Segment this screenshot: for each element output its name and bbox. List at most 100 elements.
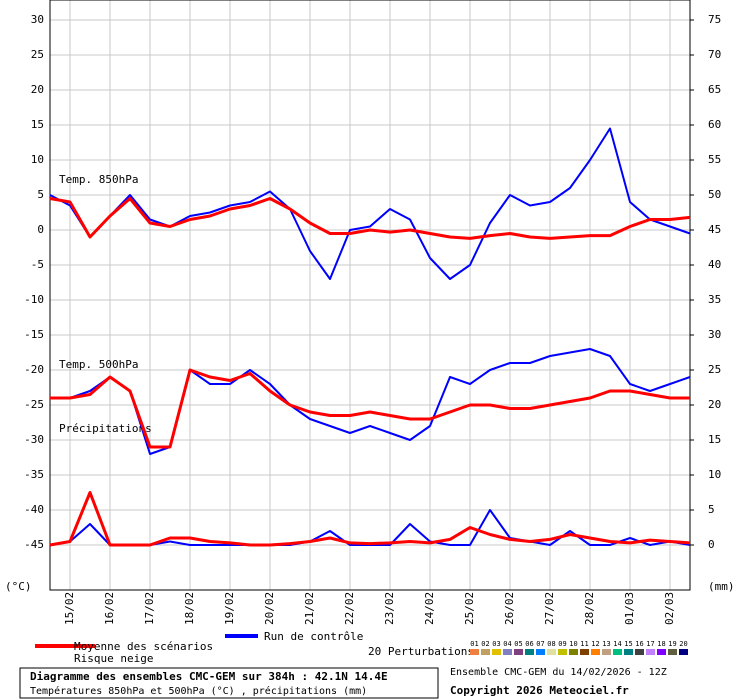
legend-key-label: 06	[525, 640, 533, 648]
x-tick-label: 24/02	[423, 592, 436, 625]
x-tick-label: 20/02	[263, 592, 276, 625]
legend-key-label: 14	[613, 640, 621, 648]
legend-key-label: 12	[591, 640, 599, 648]
y-tick-label: -25	[24, 398, 44, 411]
legend-key-swatch	[602, 649, 611, 655]
legend-key-label: 11	[580, 640, 588, 648]
y2-tick-label: 10	[708, 468, 721, 481]
legend-perturbations: 20 Perturbations	[368, 645, 474, 658]
legend-key-label: 15	[624, 640, 632, 648]
control-line	[49, 127, 691, 280]
mean-line	[49, 197, 691, 240]
legend-mean-note: Risque neige	[74, 652, 153, 665]
x-tick-label: 25/02	[463, 592, 476, 625]
y2-tick-label: 50	[708, 188, 721, 201]
footer-subtitle: Températures 850hPa et 500hPa (°C) , pré…	[30, 685, 367, 697]
y-tick-label: -30	[24, 433, 44, 446]
y-tick-label: -45	[24, 538, 44, 551]
legend-key-swatch	[547, 649, 556, 655]
legend-key-label: 18	[657, 640, 665, 648]
legend-key-swatch	[679, 649, 688, 655]
y2-tick-label: 55	[708, 153, 721, 166]
legend-key-swatch	[591, 649, 600, 655]
legend-key-label: 01	[470, 640, 478, 648]
y-unit: (°C)	[5, 580, 32, 593]
legend-key-swatch	[536, 649, 545, 655]
y2-tick-label: 60	[708, 118, 721, 131]
legend-key-label: 08	[547, 640, 555, 648]
y2-tick-label: 75	[708, 13, 721, 26]
legend-control: Run de contrôle	[264, 630, 363, 643]
x-tick-label: 23/02	[383, 592, 396, 625]
y-tick-label: -40	[24, 503, 44, 516]
legend-key-swatch	[613, 649, 622, 655]
y-tick-label: 0	[37, 223, 44, 236]
annotation: Précipitations	[59, 422, 152, 435]
legend-key-swatch	[668, 649, 677, 655]
y-tick-label: 25	[31, 48, 44, 61]
y-tick-label: 5	[37, 188, 44, 201]
control-line	[50, 348, 691, 455]
footer-run: Ensemble CMC-GEM du 14/02/2026 - 12Z	[450, 667, 667, 678]
y2-tick-label: 0	[708, 538, 715, 551]
plot-frame	[49, 0, 691, 591]
legend-key-swatch	[492, 649, 501, 655]
legend-key-swatch	[624, 649, 633, 655]
legend-key-label: 16	[635, 640, 643, 648]
legend-key-swatch	[569, 649, 578, 655]
legend-key-label: 03	[492, 640, 500, 648]
annotation: Temp. 500hPa	[59, 358, 138, 371]
y2-tick-label: 70	[708, 48, 721, 61]
x-tick-label: 26/02	[503, 592, 516, 625]
legend-mean: Moyenne des scénarios	[74, 640, 213, 653]
y2-tick-label: 5	[708, 503, 715, 516]
y2-tick-label: 30	[708, 328, 721, 341]
legend-key-label: 19	[668, 640, 676, 648]
x-tick-label: 19/02	[223, 592, 236, 625]
y-tick-label: 10	[31, 153, 44, 166]
x-tick-label: 28/02	[583, 592, 596, 625]
legend-key-label: 20	[679, 640, 687, 648]
x-tick-label: 22/02	[343, 592, 356, 625]
legend-key-label: 07	[536, 640, 544, 648]
legend-key-swatch	[558, 649, 567, 655]
legend-key-label: 05	[514, 640, 522, 648]
legend-key-label: 10	[569, 640, 577, 648]
y-tick-label: -20	[24, 363, 44, 376]
x-tick-label: 27/02	[543, 592, 556, 625]
y-tick-label: -5	[31, 258, 44, 271]
legend-key-swatch	[481, 649, 490, 655]
mean-line	[49, 491, 691, 547]
y-tick-label: 30	[31, 13, 44, 26]
y-tick-label: 15	[31, 118, 44, 131]
x-tick-label: 15/02	[63, 592, 76, 625]
legend-key-label: 09	[558, 640, 566, 648]
legend-key-swatch	[503, 649, 512, 655]
y2-tick-label: 20	[708, 398, 721, 411]
legend-key-swatch	[470, 649, 479, 655]
y-tick-label: -35	[24, 468, 44, 481]
x-tick-label: 16/02	[103, 592, 116, 625]
y2-tick-label: 65	[708, 83, 721, 96]
footer-title: Diagramme des ensembles CMC-GEM sur 384h…	[30, 670, 388, 683]
x-tick-label: 18/02	[183, 592, 196, 625]
footer-box	[19, 667, 439, 699]
y-tick-label: -15	[24, 328, 44, 341]
x-tick-label: 01/03	[623, 592, 636, 625]
legend-key-swatch	[525, 649, 534, 655]
legend-key-label: 17	[646, 640, 654, 648]
annotation: Temp. 850hPa	[59, 173, 138, 186]
legend-key-swatch	[580, 649, 589, 655]
legend-key-label: 04	[503, 640, 511, 648]
legend-key-label: 02	[481, 640, 489, 648]
legend-key-swatch	[646, 649, 655, 655]
mean-line	[50, 368, 690, 449]
legend-key-swatch	[514, 649, 523, 655]
legend-key-swatch	[635, 649, 644, 655]
x-tick-label: 02/03	[663, 592, 676, 625]
y2-tick-label: 40	[708, 258, 721, 271]
y2-tick-label: 15	[708, 433, 721, 446]
x-tick-label: 21/02	[303, 592, 316, 625]
legend-key-swatch	[657, 649, 666, 655]
